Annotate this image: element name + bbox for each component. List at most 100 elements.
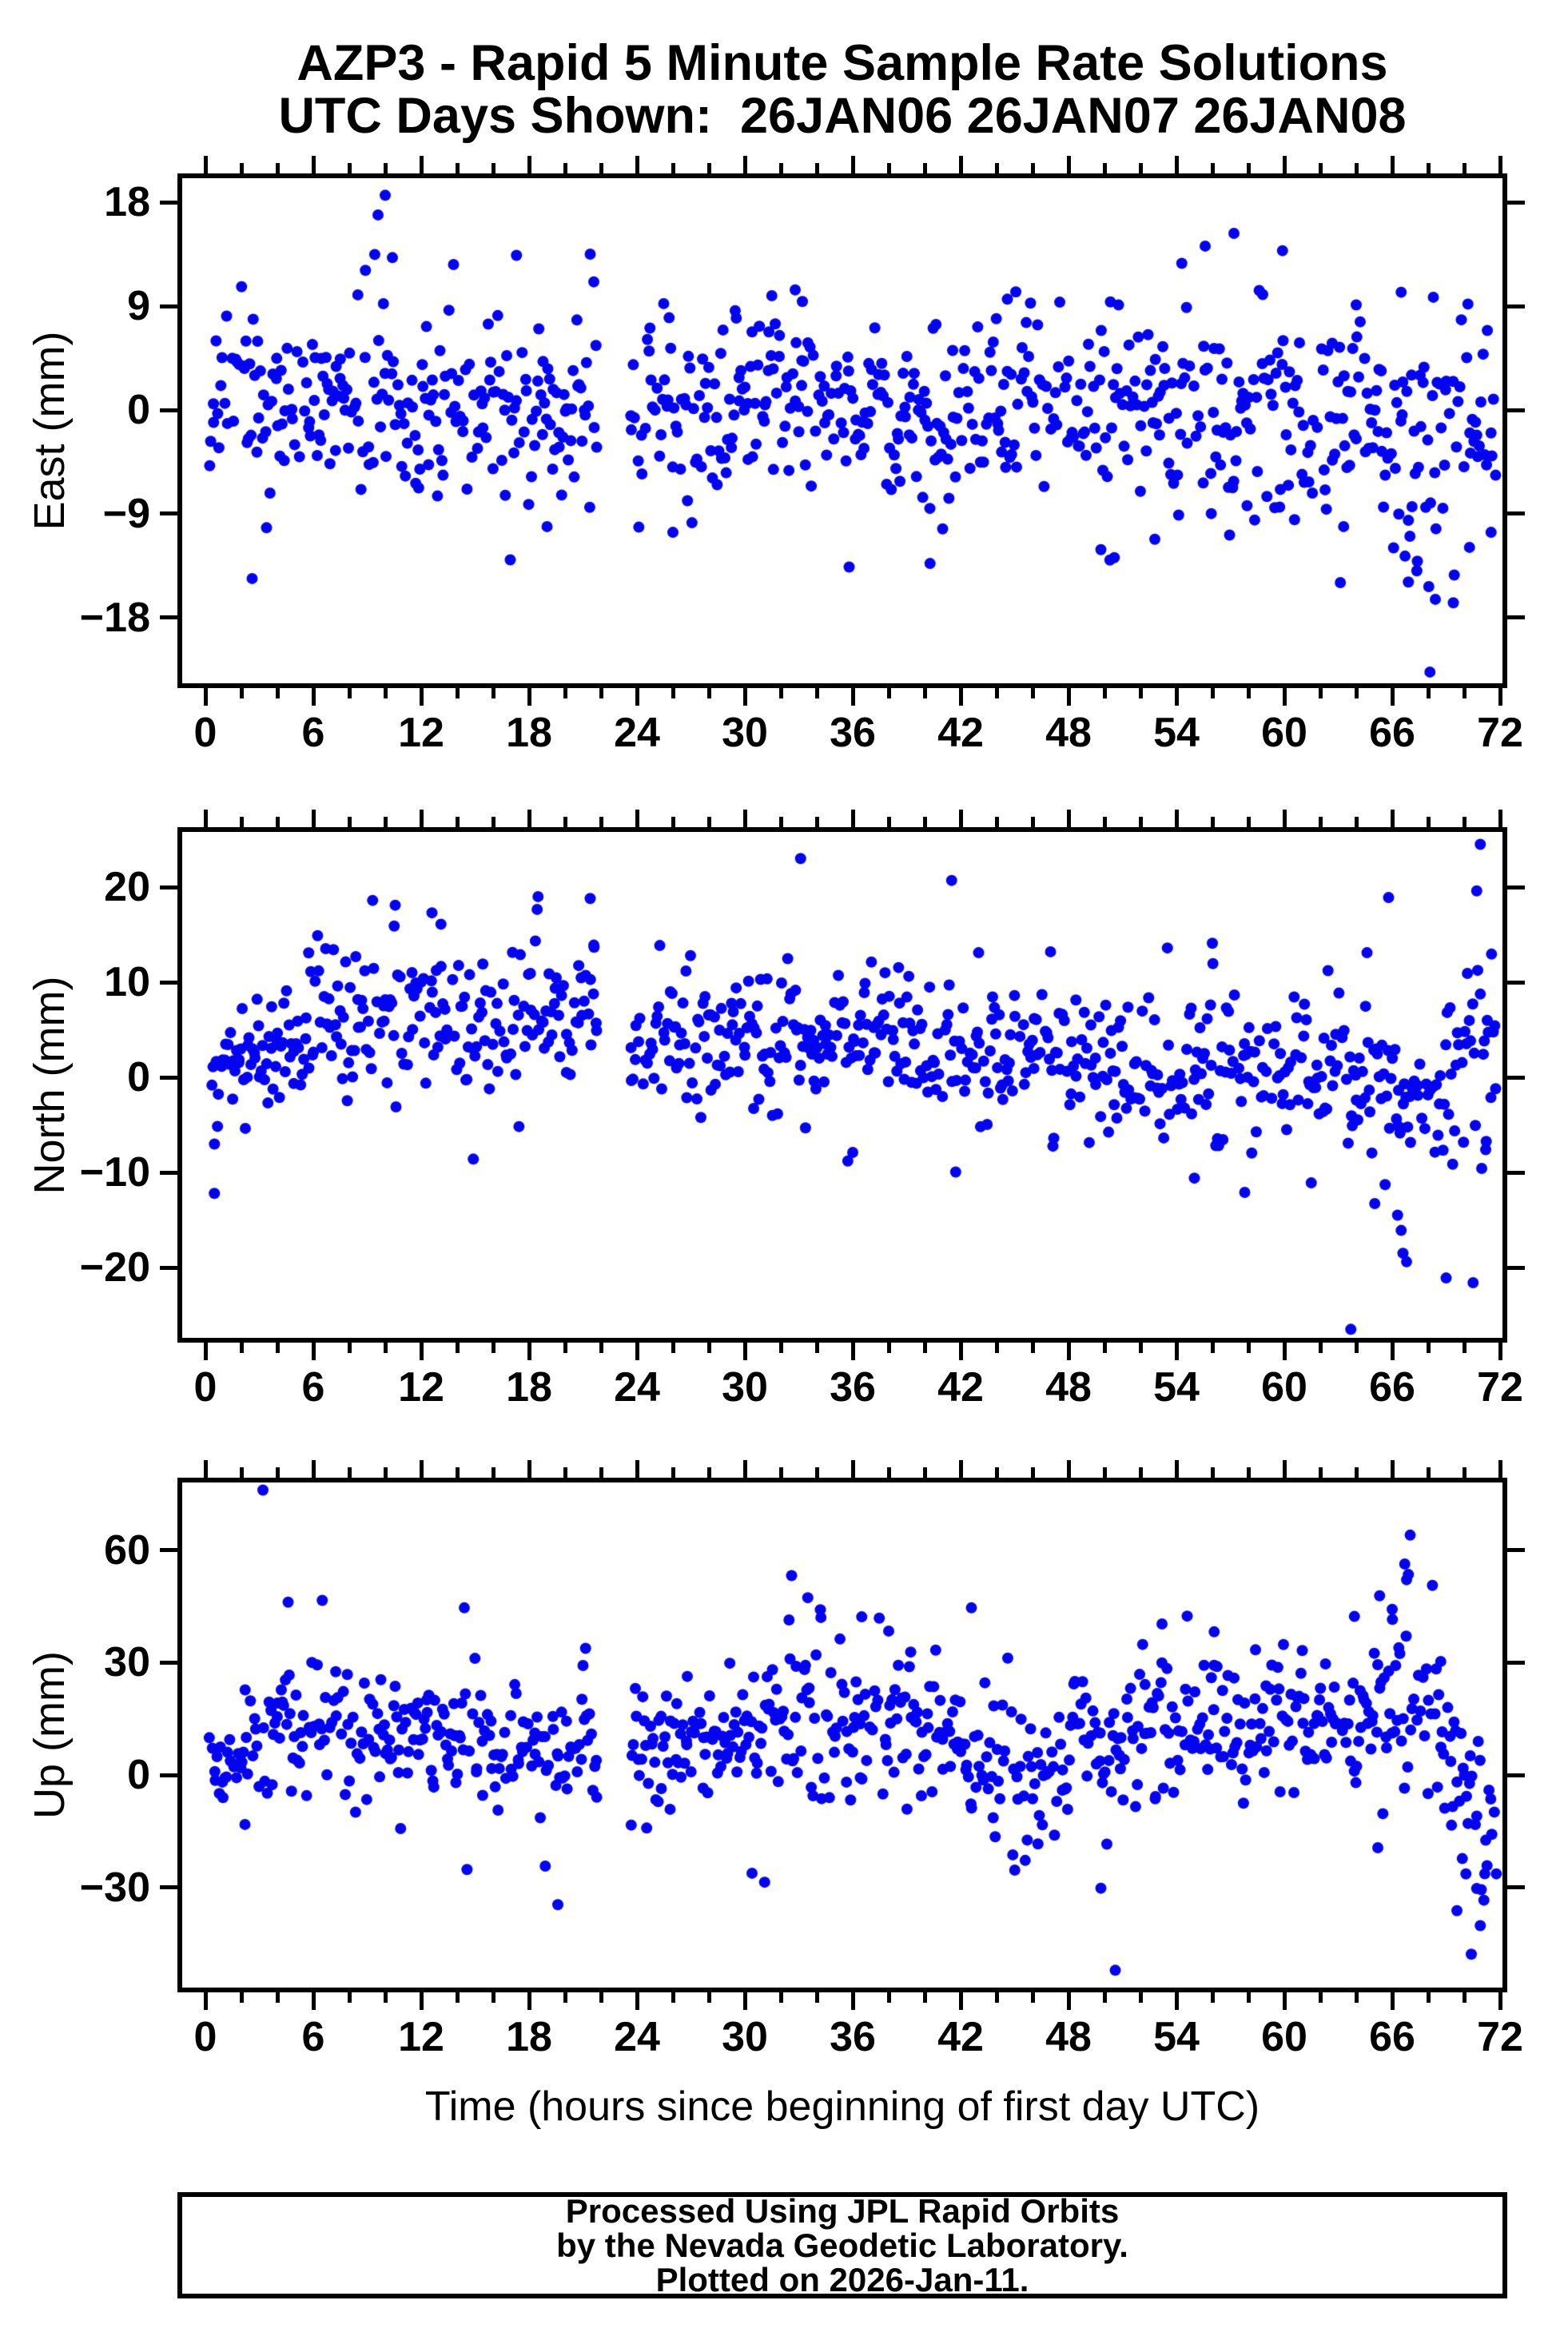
x-tick-label: 66 [1369,710,1415,756]
x-major-tick [1282,1992,1287,2010]
x-minor-tick-top [1102,1467,1107,1478]
x-minor-tick [671,1992,675,2003]
y-tick-left [160,980,177,985]
x-tick-label: 0 [193,2014,217,2060]
x-tick-label: 0 [193,1364,217,1411]
y-tick-right [1507,200,1525,205]
x-minor-tick [455,1992,460,2003]
x-minor-tick-top [1354,817,1359,827]
panel-east-scatter-canvas [182,178,1502,683]
x-major-tick-top [1498,810,1502,827]
x-minor-tick-top [1030,163,1035,173]
x-major-tick-top [742,156,747,173]
x-minor-tick-top [1102,163,1107,173]
x-major-tick [1066,688,1071,706]
x-minor-tick-top [563,1467,567,1478]
x-major-tick [635,688,639,706]
x-major-tick [1390,1343,1395,1360]
x-minor-tick [1426,1992,1431,2003]
x-tick-label: 6 [301,710,325,756]
x-minor-tick-top [886,817,891,827]
x-major-tick [1498,1343,1502,1360]
x-minor-tick-top [1210,817,1215,827]
y-tick-label: −20 [79,1244,150,1291]
x-minor-tick [347,1343,352,1353]
x-major-tick [527,1992,531,2010]
y-tick-left [160,885,177,889]
x-minor-tick-top [671,163,675,173]
y-tick-left [160,1885,177,1890]
x-minor-tick-top [1462,817,1467,827]
x-minor-tick [239,1992,244,2003]
x-minor-tick [239,688,244,698]
y-tick-label: 60 [104,1526,150,1574]
x-minor-tick [1210,688,1215,698]
x-minor-tick-top [383,163,388,173]
x-minor-tick [1102,1992,1107,2003]
x-minor-tick [671,1343,675,1353]
x-minor-tick [778,688,783,698]
x-axis-title: Time (hours since beginning of first day… [424,2083,1260,2130]
x-minor-tick-top [1138,817,1143,827]
y-tick-left [160,1660,177,1665]
x-major-tick-top [1282,810,1287,827]
x-minor-tick-top [1462,163,1467,173]
x-minor-tick-top [922,1467,927,1478]
x-minor-tick-top [455,817,460,827]
x-minor-tick [455,688,460,698]
x-major-tick-top [527,1460,531,1478]
x-minor-tick-top [455,1467,460,1478]
y-tick-left [160,1548,177,1553]
x-major-tick [1174,1992,1179,2010]
x-minor-tick-top [778,1467,783,1478]
x-tick-label: 48 [1045,1364,1092,1411]
x-minor-tick-top [1246,1467,1251,1478]
y-axis-title-up: Up (mm) [26,1651,74,1819]
y-axis-title-east: East (mm) [26,331,74,531]
y-tick-right [1507,1548,1525,1553]
x-major-tick-top [419,810,424,827]
x-major-tick-top [311,810,316,827]
x-minor-tick [1354,688,1359,698]
x-minor-tick-top [1102,817,1107,827]
x-minor-tick-top [886,1467,891,1478]
x-major-tick [635,1343,639,1360]
x-tick-label: 36 [830,710,876,756]
y-tick-right [1507,1265,1525,1270]
x-major-tick [311,688,316,706]
x-minor-tick-top [383,817,388,827]
x-tick-label: 30 [722,710,768,756]
x-tick-label: 18 [506,2014,552,2060]
footer-line-1: Processed Using JPL Rapid Orbits [565,2192,1120,2230]
y-tick-right [1507,1773,1525,1777]
x-minor-tick [706,1343,711,1353]
x-minor-tick-top [706,163,711,173]
x-major-tick [1498,688,1502,706]
x-minor-tick-top [922,163,927,173]
x-minor-tick-top [922,817,927,827]
x-major-tick-top [1066,156,1071,173]
x-minor-tick [563,1992,567,2003]
x-major-tick [311,1992,316,2010]
x-major-tick-top [958,1460,963,1478]
x-major-tick-top [1498,1460,1502,1478]
x-minor-tick [1102,1343,1107,1353]
x-major-tick [850,688,855,706]
panel-north-scatter-canvas [182,832,1502,1338]
x-minor-tick-top [1462,1467,1467,1478]
x-tick-label: 30 [722,2014,768,2060]
x-major-tick-top [1066,810,1071,827]
x-minor-tick [814,688,819,698]
x-minor-tick [814,1992,819,2003]
x-tick-label: 42 [937,1364,984,1411]
x-minor-tick-top [275,817,280,827]
x-major-tick-top [850,1460,855,1478]
x-major-tick [958,1343,963,1360]
x-major-tick-top [635,156,639,173]
x-minor-tick-top [671,1467,675,1478]
x-minor-tick-top [347,817,352,827]
x-minor-tick-top [491,163,495,173]
x-minor-tick-top [275,1467,280,1478]
x-minor-tick [383,1343,388,1353]
x-minor-tick-top [599,163,603,173]
